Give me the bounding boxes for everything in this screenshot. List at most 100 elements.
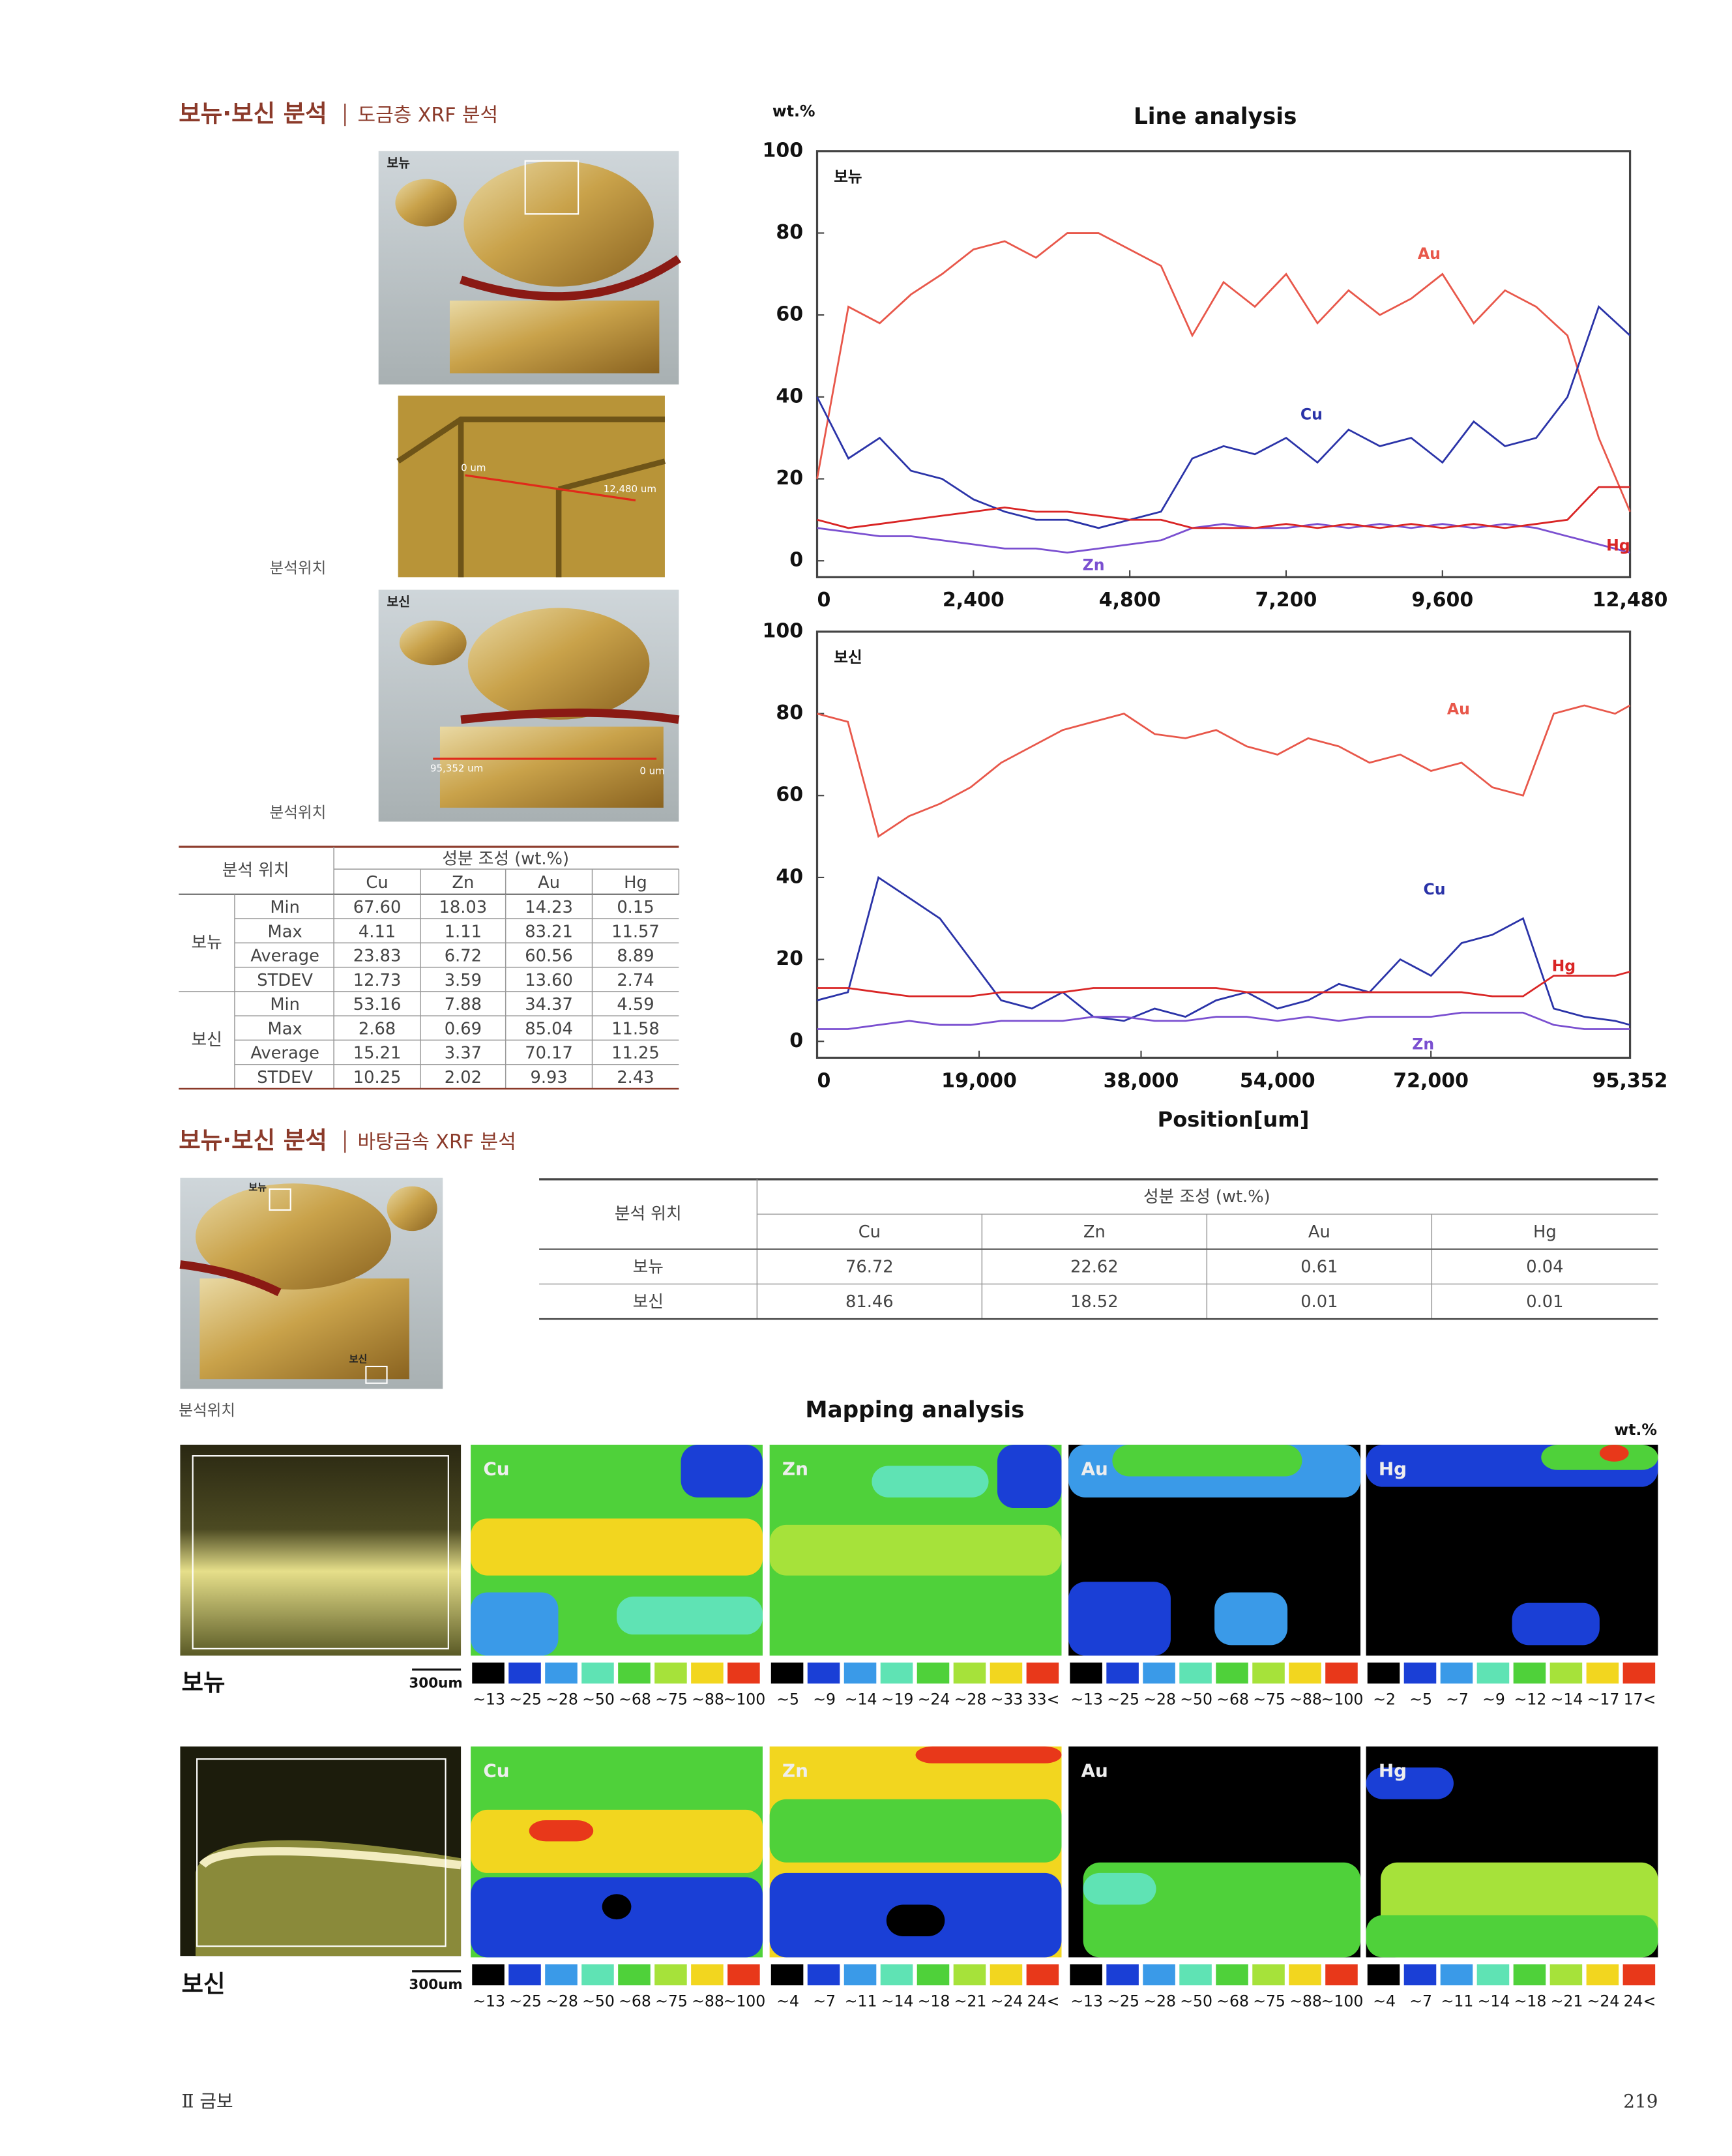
legend-swatch (1367, 1964, 1400, 1986)
legend-swatch (1549, 1662, 1583, 1684)
legend-swatch (508, 1662, 541, 1684)
cell: 11.58 (611, 1019, 660, 1039)
legend-label: ~24 (1587, 1992, 1620, 2010)
legend-label: ~14 (1551, 1691, 1583, 1709)
legend-label: ~50 (582, 1691, 615, 1709)
legend-swatch (618, 1662, 651, 1684)
cell: 6.72 (445, 947, 482, 966)
legend-swatch (990, 1964, 1023, 1986)
series-label: Zn (1412, 1035, 1434, 1054)
legend-swatch (1070, 1662, 1102, 1684)
legend-swatch (844, 1662, 877, 1684)
legend-swatch (1026, 1964, 1059, 1986)
series-label: Au (1447, 700, 1470, 718)
cell: 8.89 (617, 947, 654, 966)
legend-label: ~9 (813, 1691, 836, 1709)
cell: 3.59 (445, 971, 482, 990)
cell: 0.61 (1300, 1257, 1338, 1277)
y-tick-label: 40 (776, 865, 803, 888)
y-tick-label: 20 (776, 947, 803, 970)
cell: 11.25 (611, 1044, 660, 1063)
legend-swatch (545, 1662, 578, 1684)
cell: 7.88 (445, 995, 482, 1014)
panel-title: 보신 (834, 648, 862, 666)
x-tick-label: 95,352 (1593, 1069, 1668, 1092)
map-region (886, 1904, 945, 1937)
cell: 15.21 (353, 1044, 402, 1063)
legend-label: ~5 (776, 1691, 799, 1709)
legend-swatch (771, 1964, 804, 1986)
page-number: 219 (1623, 2091, 1658, 2112)
x-tick-label: 0 (817, 1069, 831, 1092)
legend-swatch (1476, 1662, 1510, 1684)
element-label: Cu (483, 1760, 509, 1781)
cell: 9.93 (530, 1068, 567, 1087)
map-region (1112, 1444, 1302, 1477)
legend-swatch (1179, 1662, 1212, 1684)
legend-label: ~7 (1409, 1992, 1432, 2010)
legend-swatch (953, 1662, 986, 1684)
legend-swatch (1143, 1964, 1175, 1986)
series-line (816, 305, 1631, 529)
cell: 60.56 (525, 947, 573, 966)
y-tick-label: 0 (789, 549, 803, 572)
legend-label: ~25 (1107, 1992, 1139, 2010)
map-region (602, 1894, 632, 1920)
legend-swatch (807, 1964, 840, 1986)
legend-swatch (1106, 1964, 1139, 1986)
cell: 22.62 (1070, 1257, 1119, 1277)
y-tick-label: 20 (776, 467, 803, 490)
legend-label: ~4 (776, 1992, 799, 2010)
legend-label: ~75 (1253, 1992, 1285, 2010)
legend-label: ~75 (655, 1691, 688, 1709)
legend-label: ~100 (724, 1992, 766, 2010)
legend-label: ~28 (1143, 1992, 1176, 2010)
legend-swatch (1476, 1964, 1510, 1986)
series-label: Hg (1552, 957, 1576, 975)
legend-label: ~9 (1482, 1691, 1505, 1709)
legend-label: ~4 (1373, 1992, 1396, 2010)
legend-swatch (807, 1662, 840, 1684)
unit-label: wt.% (1614, 1421, 1657, 1439)
element-label: Au (1081, 1760, 1108, 1781)
x-tick-label: 4,800 (1099, 589, 1161, 612)
x-axis-title: Position[um] (1158, 1107, 1310, 1132)
caption: 분석위치 (270, 803, 327, 821)
column-header: Hg (1533, 1222, 1557, 1242)
legend-swatch (1549, 1964, 1583, 1986)
y-tick-label: 0 (789, 1029, 803, 1052)
legend-swatch (1179, 1964, 1212, 1986)
cell: 10.25 (353, 1068, 402, 1087)
legend-swatch (1403, 1662, 1437, 1684)
caption: 분석위치 (179, 1401, 235, 1419)
map-region (769, 1524, 1062, 1576)
cell: 34.37 (525, 995, 573, 1014)
cell: 76.72 (845, 1257, 894, 1277)
map-region (1366, 1767, 1454, 1799)
legend-label: ~12 (1514, 1691, 1547, 1709)
chart-title: Line analysis (1134, 104, 1297, 130)
legend-swatch (1513, 1662, 1546, 1684)
y-tick-label: 80 (776, 701, 803, 724)
legend-label: ~28 (954, 1691, 987, 1709)
column-header: Zn (452, 873, 474, 893)
map-region (915, 1746, 1062, 1764)
x-tick-label: 7,200 (1255, 589, 1317, 612)
map-region (529, 1820, 594, 1842)
legend-label: ~11 (1441, 1992, 1474, 2010)
legend-swatch (1513, 1964, 1546, 1986)
legend-label: ~14 (1478, 1992, 1510, 2010)
column-header: Hg (624, 873, 647, 893)
row-label: 보뉴 (633, 1257, 664, 1277)
legend-label: ~68 (619, 1691, 651, 1709)
cell: 3.37 (445, 1044, 482, 1063)
label: 보뉴 (387, 156, 411, 171)
section-title: 보뉴·보신 분석 (179, 1126, 327, 1154)
legend-label: ~13 (473, 1992, 505, 2010)
legend-label: ~68 (1216, 1691, 1249, 1709)
map-region (1214, 1592, 1288, 1646)
legend-label: ~13 (1070, 1691, 1103, 1709)
series-line (817, 704, 1631, 838)
cell: 14.23 (525, 898, 573, 917)
row-label: Average (250, 947, 319, 966)
